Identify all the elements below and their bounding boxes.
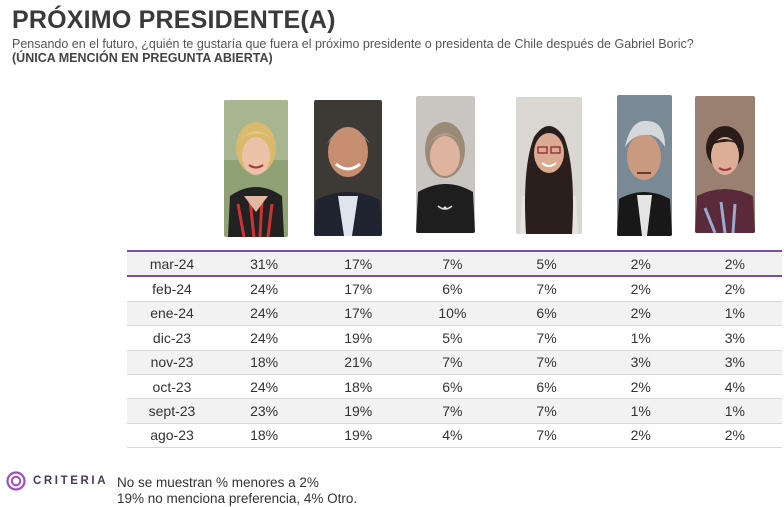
value-cell: 2% bbox=[687, 276, 782, 302]
value-cell: 21% bbox=[311, 350, 406, 375]
value-cell: 4% bbox=[687, 374, 782, 400]
value-cell: 2% bbox=[593, 249, 688, 278]
table-row: ago-23 18% 19% 4% 7% 2% 2% bbox=[127, 423, 782, 449]
criteria-logo: CRITERIA bbox=[5, 470, 108, 492]
value-cell: 6% bbox=[405, 374, 500, 400]
value-cell: 19% bbox=[311, 398, 406, 424]
candidate-photo-5 bbox=[617, 95, 672, 236]
value-cell: 18% bbox=[311, 374, 406, 400]
row-month-label: ene-24 bbox=[127, 301, 217, 327]
value-cell: 17% bbox=[311, 276, 406, 302]
row-month-label: mar-24 bbox=[127, 249, 217, 278]
value-cell: 7% bbox=[499, 325, 594, 351]
value-cell: 7% bbox=[499, 423, 594, 449]
value-cell: 19% bbox=[311, 423, 406, 449]
value-cell: 23% bbox=[217, 398, 312, 424]
value-cell: 24% bbox=[217, 374, 312, 400]
page-title: PRÓXIMO PRESIDENTE(A) bbox=[12, 6, 336, 34]
value-cell: 18% bbox=[217, 423, 312, 449]
footnote-threshold: No se muestran % menores a 2% bbox=[117, 475, 319, 490]
value-cell: 2% bbox=[593, 374, 688, 400]
footnote-preference: 19% no menciona preferencia, 4% Otro. bbox=[117, 491, 358, 506]
poll-table-body: mar-24 31% 17% 7% 5% 2% 2% feb-24 24% 17% 6% 7% 2% 2%… bbox=[127, 249, 782, 449]
value-cell: 1% bbox=[687, 301, 782, 327]
row-month-label: feb-24 bbox=[127, 276, 217, 302]
value-cell: 5% bbox=[405, 325, 500, 351]
row-month-label: dic-23 bbox=[127, 325, 217, 351]
value-cell: 2% bbox=[593, 276, 688, 302]
poll-table: mar-24 31% 17% 7% 5% 2% 2% feb-24 24% 17% 6% 7% 2% 2%… bbox=[127, 249, 782, 449]
candidate-photo-4 bbox=[516, 97, 582, 234]
question-note: (ÚNICA MENCIÓN EN PREGUNTA ABIERTA) bbox=[12, 51, 273, 65]
value-cell: 7% bbox=[499, 350, 594, 375]
value-cell: 7% bbox=[499, 276, 594, 302]
value-cell: 1% bbox=[687, 398, 782, 424]
value-cell: 24% bbox=[217, 325, 312, 351]
value-cell: 7% bbox=[405, 249, 500, 278]
candidate-photo-3 bbox=[416, 96, 475, 233]
value-cell: 2% bbox=[687, 423, 782, 449]
value-cell: 24% bbox=[217, 301, 312, 327]
table-row: feb-24 24% 17% 6% 7% 2% 2% bbox=[127, 276, 782, 302]
candidate-photo-2 bbox=[314, 100, 382, 236]
value-cell: 1% bbox=[593, 325, 688, 351]
value-cell: 5% bbox=[499, 249, 594, 278]
value-cell: 19% bbox=[311, 325, 406, 351]
table-row: dic-23 24% 19% 5% 7% 1% 3% bbox=[127, 325, 782, 351]
value-cell: 2% bbox=[593, 423, 688, 449]
value-cell: 3% bbox=[687, 325, 782, 351]
value-cell: 17% bbox=[311, 249, 406, 278]
value-cell: 6% bbox=[499, 301, 594, 327]
value-cell: 24% bbox=[217, 276, 312, 302]
table-row: ene-24 24% 17% 10% 6% 2% 1% bbox=[127, 301, 782, 327]
value-cell: 10% bbox=[405, 301, 500, 327]
candidate-photo-6 bbox=[695, 96, 755, 233]
question: Pensando en el futuro, ¿quién te gustarí… bbox=[12, 37, 694, 51]
value-cell: 2% bbox=[687, 249, 782, 278]
brand-name: CRITERIA bbox=[33, 475, 109, 487]
value-cell: 18% bbox=[217, 350, 312, 375]
value-cell: 3% bbox=[593, 350, 688, 375]
criteria-logo-icon bbox=[6, 471, 26, 491]
row-month-label: oct-23 bbox=[127, 374, 217, 400]
table-row: mar-24 31% 17% 7% 5% 2% 2% bbox=[127, 249, 782, 278]
value-cell: 6% bbox=[499, 374, 594, 400]
value-cell: 7% bbox=[405, 398, 500, 424]
table-row: nov-23 18% 21% 7% 7% 3% 3% bbox=[127, 350, 782, 375]
candidate-photo-1 bbox=[224, 100, 288, 237]
question-text: Pensando en el futuro, ¿quién te gustarí… bbox=[12, 37, 712, 65]
value-cell: 7% bbox=[405, 350, 500, 375]
value-cell: 31% bbox=[217, 249, 312, 278]
value-cell: 2% bbox=[593, 301, 688, 327]
value-cell: 3% bbox=[687, 350, 782, 375]
row-month-label: sept-23 bbox=[127, 398, 217, 424]
value-cell: 1% bbox=[593, 398, 688, 424]
table-row: sept-23 23% 19% 7% 7% 1% 1% bbox=[127, 398, 782, 424]
value-cell: 4% bbox=[405, 423, 500, 449]
value-cell: 7% bbox=[499, 398, 594, 424]
value-cell: 17% bbox=[311, 301, 406, 327]
value-cell: 6% bbox=[405, 276, 500, 302]
table-row: oct-23 24% 18% 6% 6% 2% 4% bbox=[127, 374, 782, 400]
row-month-label: nov-23 bbox=[127, 350, 217, 375]
row-month-label: ago-23 bbox=[127, 423, 217, 449]
